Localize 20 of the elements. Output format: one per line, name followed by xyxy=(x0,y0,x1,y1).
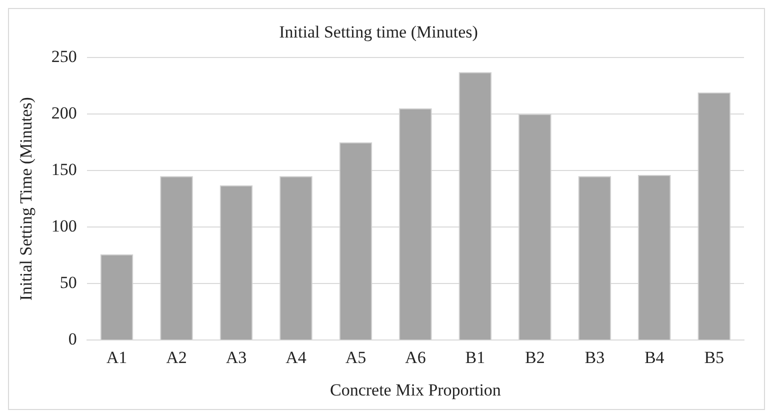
y-axis-title: Initial Setting Time (Minutes) xyxy=(16,97,36,301)
y-tick-label: 150 xyxy=(51,160,77,179)
x-tick-label: A3 xyxy=(226,348,247,367)
y-tick-label: 250 xyxy=(51,46,77,66)
x-tick-label: A2 xyxy=(166,348,187,367)
y-tick-label: 100 xyxy=(51,216,77,236)
chart-title: Initial Setting time (Minutes) xyxy=(279,22,478,42)
x-tick-label: B4 xyxy=(644,348,665,367)
x-tick-label: A6 xyxy=(405,348,426,367)
x-tick-label: B2 xyxy=(525,348,545,367)
x-tick-label: A1 xyxy=(106,348,128,367)
x-tick-label: B3 xyxy=(584,348,605,367)
x-tick-label: A5 xyxy=(345,348,366,367)
x-tick-label: B1 xyxy=(465,348,486,367)
y-tick-label: 50 xyxy=(60,273,77,292)
y-tick-label: 0 xyxy=(68,330,77,349)
y-tick-label: 200 xyxy=(51,103,77,122)
x-tick-label: B5 xyxy=(704,348,724,367)
x-tick-label: A4 xyxy=(286,348,307,367)
x-axis-title: Concrete Mix Proportion xyxy=(330,380,502,400)
